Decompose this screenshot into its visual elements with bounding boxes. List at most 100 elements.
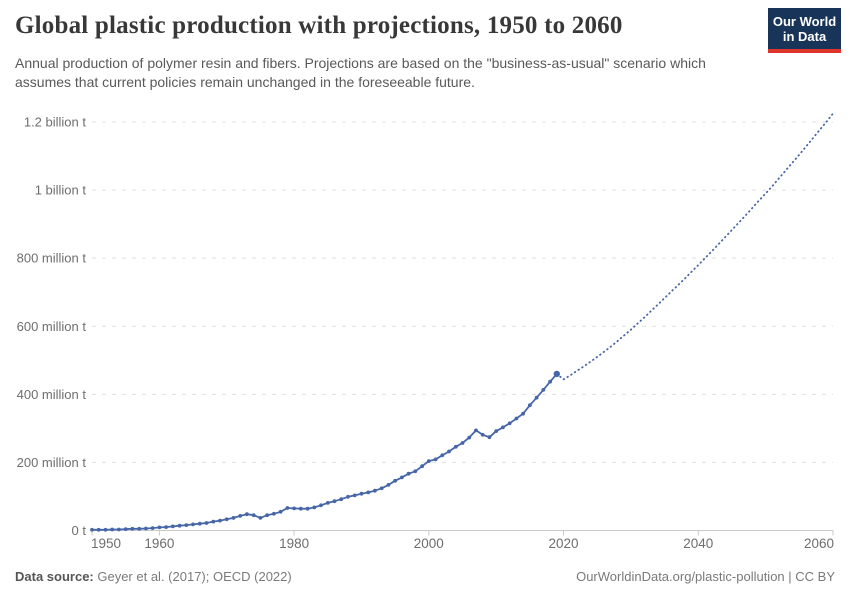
data-point <box>197 521 202 526</box>
data-point <box>514 416 519 421</box>
data-point <box>298 506 303 511</box>
data-point <box>265 513 269 518</box>
data-point <box>305 506 310 511</box>
attribution-text: OurWorldinData.org/plastic-pollution | C… <box>576 569 835 584</box>
data-point <box>211 519 216 524</box>
data-point <box>285 506 290 510</box>
x-tick-label: 2060 <box>804 536 834 551</box>
data-point <box>191 522 195 527</box>
projection-series <box>555 112 834 381</box>
gridlines <box>92 121 833 531</box>
data-point <box>548 379 552 384</box>
data-point-endpoint <box>553 370 560 378</box>
chart-canvas: 0 t 200 million t 400 million t 600 million… <box>17 112 834 551</box>
y-tick-label: 0 t <box>72 523 87 538</box>
data-point <box>386 483 391 487</box>
data-point <box>460 441 465 445</box>
chart-footer: Data source: Geyer et al. (2017); OECD (… <box>15 569 835 584</box>
data-point <box>170 524 175 529</box>
projection-line <box>555 112 834 381</box>
data-point <box>184 523 189 527</box>
owid-logo-line2: in Data <box>782 28 827 44</box>
data-point <box>332 499 337 504</box>
data-point <box>541 388 546 392</box>
data-point <box>467 435 472 440</box>
chart-subtitle: Annual production of polymer resin and f… <box>15 55 706 90</box>
data-point <box>292 506 296 511</box>
data-point <box>312 505 317 510</box>
page-title: Global plastic production with projectio… <box>15 12 623 39</box>
historical-line <box>92 373 558 531</box>
data-point <box>359 491 364 496</box>
data-point <box>420 464 424 469</box>
data-point <box>447 449 451 454</box>
data-point <box>238 514 243 518</box>
data-point <box>379 486 384 491</box>
data-point <box>258 516 263 520</box>
data-point <box>224 517 229 522</box>
data-point <box>406 471 411 476</box>
data-point <box>144 526 148 531</box>
x-tick-label: 2000 <box>414 536 444 551</box>
data-point <box>157 525 162 530</box>
owid-logo: Our World in Data <box>768 8 841 53</box>
data-point <box>103 527 108 532</box>
data-point <box>123 527 128 531</box>
data-point <box>426 459 431 463</box>
data-source-value: Geyer et al. (2017); OECD (2022) <box>93 569 292 584</box>
historical-series <box>90 370 560 532</box>
data-point <box>534 395 539 400</box>
data-point <box>245 512 249 517</box>
data-source-label: Data source: <box>15 569 94 584</box>
data-point <box>487 435 492 440</box>
data-point <box>373 488 377 493</box>
y-tick-label: 1.2 billion t <box>24 115 87 130</box>
data-source: Data source: Geyer et al. (2017); OECD (… <box>15 569 292 584</box>
data-point <box>117 527 121 532</box>
data-point <box>413 469 418 474</box>
data-point <box>150 526 155 530</box>
data-point <box>400 475 404 480</box>
data-point <box>231 516 236 520</box>
y-tick-label: 600 million t <box>17 319 87 334</box>
data-point <box>521 411 525 416</box>
y-tick-label: 800 million t <box>17 251 87 266</box>
data-point <box>218 518 222 523</box>
y-tick-label: 400 million t <box>17 387 87 402</box>
data-point <box>474 428 478 433</box>
x-tick-label: 1980 <box>279 536 309 551</box>
x-tick-label: 2020 <box>549 536 579 551</box>
y-tick-label: 1 billion t <box>35 183 87 198</box>
x-tick-label: 2040 <box>683 536 713 551</box>
data-point <box>366 490 371 495</box>
owid-logo-line1: Our World <box>772 13 837 29</box>
data-point <box>278 509 283 514</box>
data-point <box>272 511 276 516</box>
data-point <box>339 497 344 502</box>
data-point <box>453 444 458 449</box>
data-point <box>501 425 505 430</box>
data-point <box>494 429 499 433</box>
data-point <box>440 453 445 458</box>
data-point <box>433 457 438 462</box>
data-point <box>319 503 323 508</box>
data-point <box>325 501 330 505</box>
data-point <box>480 432 485 437</box>
data-point <box>393 478 397 483</box>
data-point <box>164 525 169 529</box>
y-axis-labels: 0 t 200 million t 400 million t 600 million… <box>17 115 87 539</box>
data-point <box>528 403 532 408</box>
data-point <box>90 527 94 532</box>
x-tick-label: 1950 <box>91 536 121 551</box>
data-point <box>251 513 256 518</box>
data-point <box>96 527 101 532</box>
x-tick-label: 1960 <box>144 536 174 551</box>
x-axis: 1950 1960 1980 2000 2020 2040 2060 <box>91 530 834 551</box>
data-point <box>137 526 142 531</box>
data-point <box>346 494 350 499</box>
data-point <box>130 526 135 531</box>
data-point <box>177 523 182 528</box>
data-point <box>352 493 357 498</box>
data-point <box>507 421 512 426</box>
